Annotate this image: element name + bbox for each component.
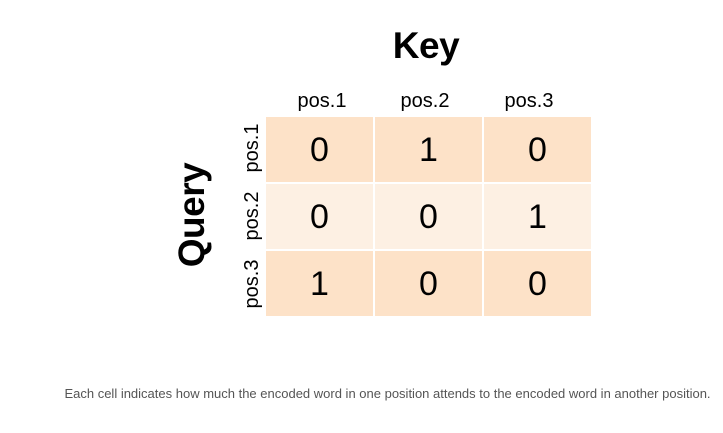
query-axis-title: Query [171, 162, 212, 268]
row-header-3: pos.3 [241, 259, 263, 309]
col-header-2: pos.2 [400, 90, 450, 112]
col-header-1: pos.1 [297, 90, 347, 112]
matrix-cell-r1-c2: 1 [375, 117, 482, 182]
key-axis-title: Key [392, 25, 460, 66]
matrix-cell-r2-c3: 1 [484, 184, 591, 249]
matrix-cell-r1-c3: 0 [484, 117, 591, 182]
figure-caption: Each cell indicates how much the encoded… [64, 386, 711, 401]
matrix-cell-r3-c3: 0 [484, 251, 591, 316]
matrix-cell-r1-c1: 0 [266, 117, 373, 182]
col-header-3: pos.3 [504, 90, 554, 112]
matrix-cell-r2-c1: 0 [266, 184, 373, 249]
matrix-cell-r3-c1: 1 [266, 251, 373, 316]
matrix-cell-r2-c2: 0 [375, 184, 482, 249]
matrix-cell-r3-c2: 0 [375, 251, 482, 316]
